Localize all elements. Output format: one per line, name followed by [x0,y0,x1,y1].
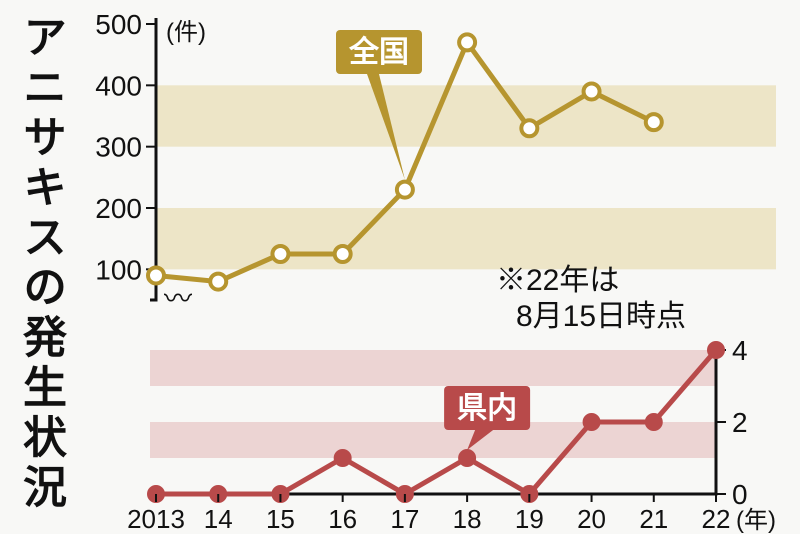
axis-break: 〰 [164,283,192,314]
x-label: 22 [702,504,731,534]
bot-ytick-label: 0 [732,479,748,510]
chart-svg: 100 200 300 400 500 (件) 全国〰 ※22年は8月15日時点 0 2 4 県内 20… [76,0,790,534]
top-series-point [521,120,537,136]
top-band [156,208,776,269]
top-series-label: 全国 [348,35,409,69]
x-label: 21 [639,504,668,534]
x-label: 17 [390,504,419,534]
x-label: 18 [453,504,482,534]
top-ytick-label: 500 [95,9,142,40]
top-series-point [584,83,600,99]
top-series-point [210,274,226,290]
x-label: 16 [328,504,357,534]
x-label: 20 [577,504,606,534]
bot-series-point [708,342,724,358]
top-ytick-label: 300 [95,132,142,163]
bot-series-point [584,414,600,430]
top-unit: (件) [166,19,206,46]
top-series-point [335,246,351,262]
x-label: 19 [515,504,544,534]
bot-series-point [335,450,351,466]
x-unit: (年) [736,507,776,534]
top-ytick-label: 100 [95,254,142,285]
charts-container: 100 200 300 400 500 (件) 全国〰 ※22年は8月15日時点 0 2 4 県内 20… [76,0,790,534]
top-band [156,85,776,146]
x-label: 15 [266,504,295,534]
top-series-point [148,267,164,283]
top-y-axis [150,18,156,300]
bot-band [150,350,716,386]
bot-series-label: 県内 [457,392,517,425]
top-series-point [459,34,475,50]
top-ytick-label: 400 [95,70,142,101]
bot-series-point [646,414,662,430]
bot-ytick-label: 2 [732,407,748,438]
top-series-point [397,182,413,198]
top-series-point [646,114,662,130]
bot-band [150,422,716,458]
x-label: 14 [204,504,233,534]
note-line-2: 8月15日時点 [516,300,686,333]
bot-series-point [459,450,475,466]
note-line-1: ※22年は [496,264,619,297]
top-ytick-label: 200 [95,193,142,224]
top-series-point [272,246,288,262]
page-title: アニサキスの発生状況 [8,14,72,514]
bot-ytick-label: 4 [732,335,748,366]
x-label-first: 2013 [127,504,185,534]
